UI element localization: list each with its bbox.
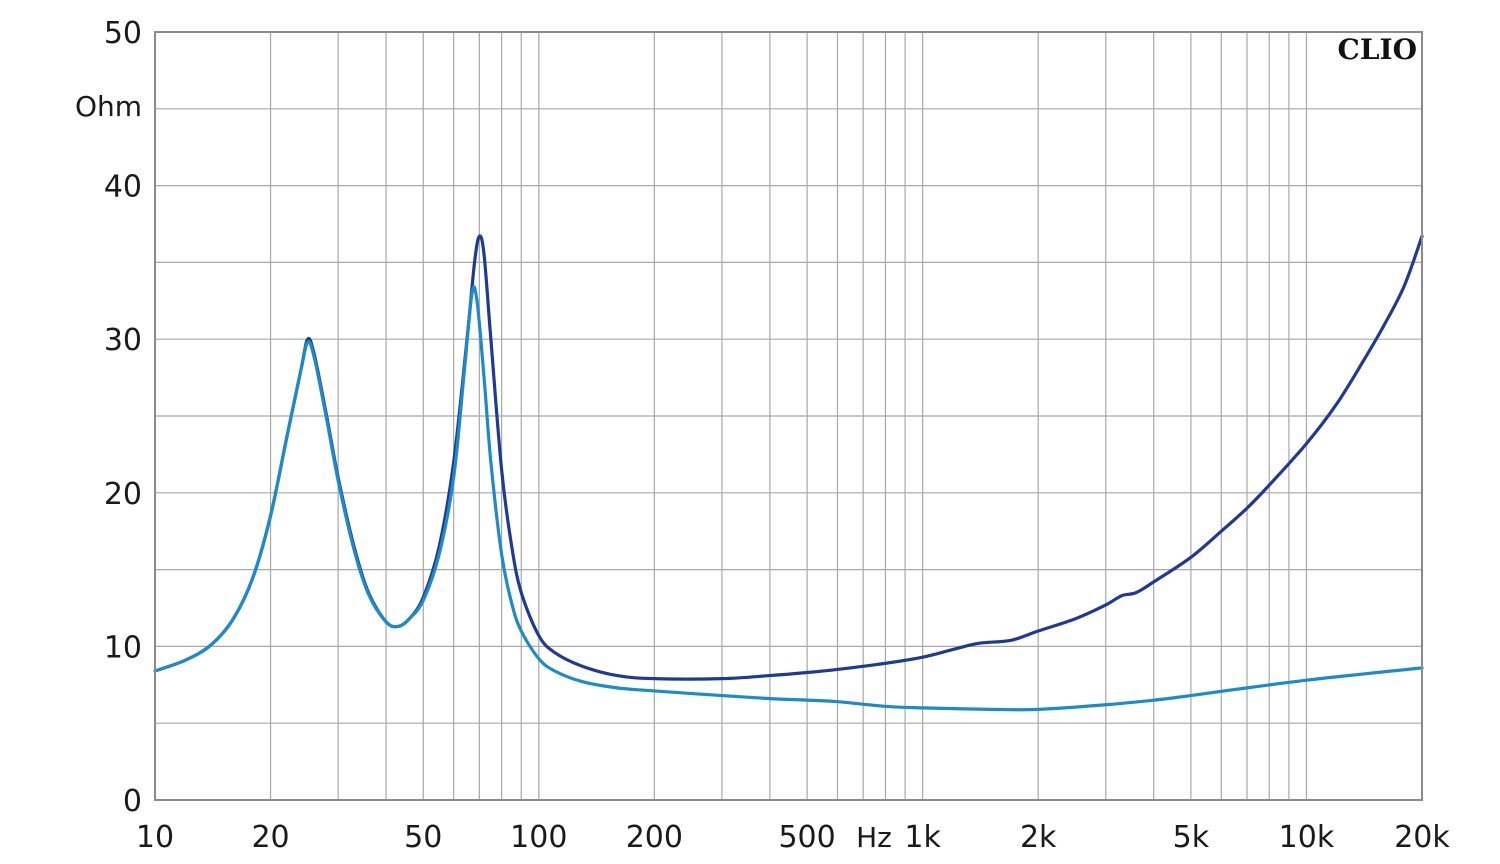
x-tick-label: 20k <box>1394 820 1450 855</box>
y-tick-label: 50 <box>104 16 142 51</box>
x-tick-label: 100 <box>510 820 567 855</box>
grid <box>155 32 1422 800</box>
series-line-2 <box>153 285 1424 712</box>
y-tick-label: 0 <box>123 784 142 819</box>
x-tick-label: 10 <box>136 820 174 855</box>
series-line-1 <box>153 234 1424 681</box>
x-axis-unit: Hz <box>856 821 892 854</box>
x-tick-label: 50 <box>404 820 442 855</box>
y-tick-label: 10 <box>104 630 142 665</box>
plot-frame <box>154 31 1423 801</box>
y-axis-unit: Ohm <box>75 90 142 123</box>
y-tick-label: 30 <box>104 323 142 358</box>
x-tick-label: 20 <box>251 820 289 855</box>
x-tick-label: 1k <box>904 820 941 855</box>
y-tick-label: 40 <box>104 170 142 205</box>
x-tick-label: 5k <box>1173 820 1210 855</box>
y-tick-label: 20 <box>104 477 142 512</box>
x-tick-label: 200 <box>626 820 683 855</box>
y-tick-labels: 0 10 20 30 40 50 <box>104 16 142 819</box>
x-tick-labels: 10 20 50 100 200 500 1k 2k 5k 10k 20k <box>136 820 1450 855</box>
brand-watermark: CLIO <box>1338 33 1417 66</box>
x-tick-label: 2k <box>1020 820 1057 855</box>
series-group <box>153 234 1424 712</box>
x-tick-label: 10k <box>1279 820 1335 855</box>
x-tick-label: 500 <box>778 820 835 855</box>
